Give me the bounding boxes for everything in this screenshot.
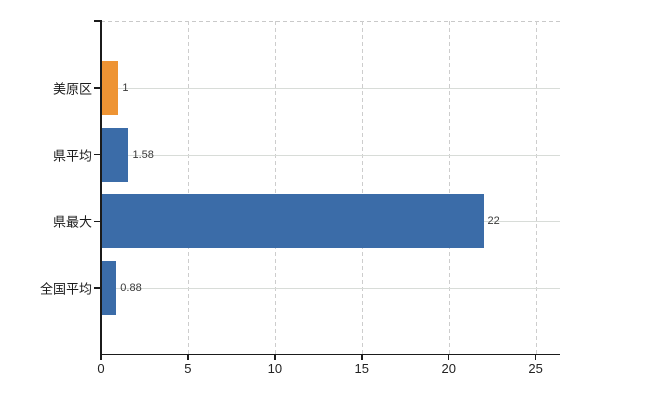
x-tick-label: 20 xyxy=(441,361,456,376)
vertical-gridline xyxy=(361,21,363,354)
x-axis-tick xyxy=(361,355,363,360)
vertical-gridline xyxy=(448,21,450,354)
horizontal-gridline xyxy=(101,288,560,289)
bar-県最大 xyxy=(101,194,484,249)
x-tick-label: 25 xyxy=(528,361,543,376)
x-axis-tick xyxy=(447,355,450,360)
plot-top-border xyxy=(101,21,560,22)
x-axis-tick xyxy=(534,355,537,360)
vertical-gridline xyxy=(187,21,189,354)
y-axis-end-tick xyxy=(94,20,100,22)
bar-全国平均 xyxy=(101,261,117,315)
x-tick-label: 15 xyxy=(354,361,370,376)
bar-美原区 xyxy=(101,61,119,115)
bar-value-label: 22 xyxy=(487,215,500,228)
category-label-県最大: 県最大 xyxy=(52,214,92,230)
category-label-県平均: 県平均 xyxy=(52,148,92,164)
x-tick-label: 5 xyxy=(184,361,192,376)
bar-value-label: 1 xyxy=(122,82,129,94)
y-axis-tick xyxy=(94,220,100,223)
y-axis-tick xyxy=(94,153,100,156)
bar-value-label: 0.88 xyxy=(120,282,142,294)
plot-area: 1 1.58 22 0.88 xyxy=(101,21,560,354)
bar-value-label: 1.58 xyxy=(132,148,154,161)
vertical-gridline xyxy=(535,21,537,354)
vertical-gridline xyxy=(274,21,276,354)
x-axis-tick xyxy=(100,355,102,360)
x-tick-label: 10 xyxy=(267,361,283,376)
y-axis-tick xyxy=(94,87,100,89)
horizontal-gridline xyxy=(101,88,560,89)
horizontal-gridline xyxy=(101,154,560,156)
y-axis-line xyxy=(100,20,102,355)
bar-県平均 xyxy=(101,127,129,182)
x-axis-tick xyxy=(187,355,189,360)
x-tick-label: 0 xyxy=(97,361,105,376)
y-axis-tick xyxy=(94,287,100,289)
x-axis-line xyxy=(100,353,560,355)
category-label-全国平均: 全国平均 xyxy=(39,281,92,297)
category-label-美原区: 美原区 xyxy=(52,81,92,97)
x-axis-tick xyxy=(274,355,276,360)
